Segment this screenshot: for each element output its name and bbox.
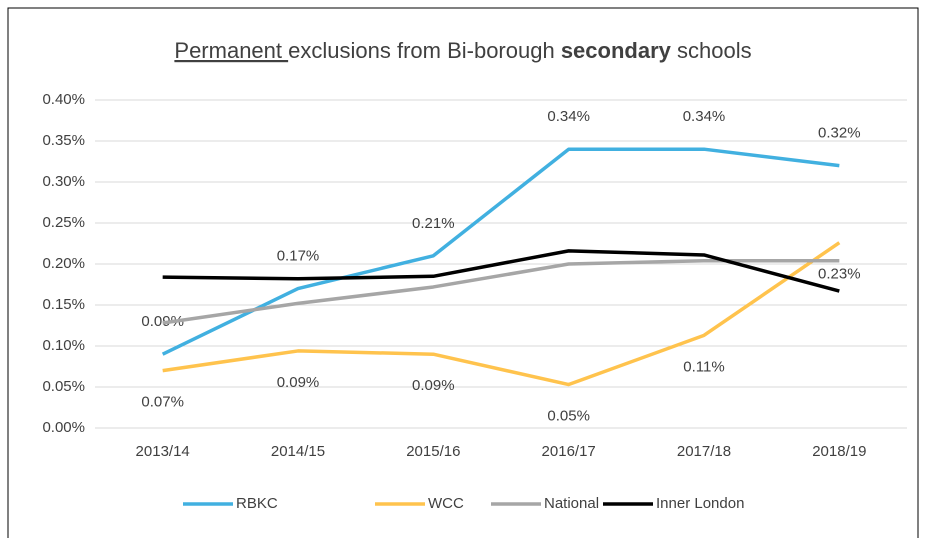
x-tick-label: 2017/18	[677, 443, 731, 460]
y-tick-label: 0.10%	[42, 337, 85, 354]
data-label: 0.21%	[412, 215, 455, 232]
line	[161, 147, 840, 356]
line	[162, 249, 840, 293]
x-tick-label: 2014/15	[271, 443, 325, 460]
y-tick-label: 0.00%	[42, 419, 85, 436]
data-label: 0.17%	[277, 248, 320, 265]
data-label: 0.09%	[412, 377, 455, 394]
title-part: exclusions from Bi-borough	[288, 38, 561, 63]
data-label: 0.11%	[683, 358, 724, 375]
data-label: 0.34%	[683, 108, 726, 125]
data-label: 0.05%	[547, 408, 590, 425]
legend-label: Inner London	[656, 495, 744, 512]
data-label: 0.34%	[547, 108, 590, 125]
y-tick-label: 0.20%	[42, 255, 85, 272]
legend-label: WCC	[428, 495, 464, 512]
title-part: Permanent	[174, 38, 288, 63]
data-label: 0.23%	[818, 266, 861, 283]
chart-title: Permanent exclusions from Bi-borough sec…	[174, 38, 751, 63]
line	[162, 241, 841, 387]
y-tick-label: 0.15%	[42, 296, 85, 313]
y-tick-label: 0.05%	[42, 378, 85, 395]
y-tick-label: 0.30%	[42, 173, 85, 190]
title-part: secondary	[561, 38, 672, 63]
y-tick-label: 0.35%	[42, 132, 85, 149]
frame	[7, 7, 919, 538]
y-tick-label: 0.25%	[42, 214, 85, 231]
title-part: schools	[671, 38, 752, 63]
x-tick-label: 2016/17	[542, 443, 596, 460]
data-label: 0.09%	[277, 374, 320, 391]
legend-label: National	[544, 495, 599, 512]
legend-label: RBKC	[236, 495, 278, 512]
data-label: 0.07%	[141, 394, 184, 411]
x-tick-label: 2013/14	[136, 443, 190, 460]
y-tick-label: 0.40%	[42, 91, 85, 108]
x-tick-label: 2018/19	[812, 443, 866, 460]
data-label: 0.32%	[818, 125, 861, 142]
x-tick-label: 2015/16	[406, 443, 460, 460]
